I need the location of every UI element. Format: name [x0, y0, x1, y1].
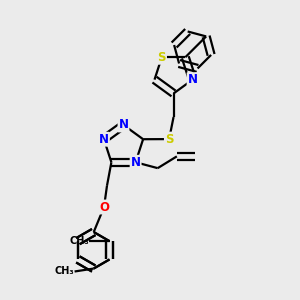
Text: O: O — [99, 200, 109, 214]
Text: N: N — [188, 73, 198, 86]
Text: N: N — [130, 156, 141, 169]
Text: N: N — [118, 118, 128, 131]
Text: CH₃: CH₃ — [55, 266, 75, 277]
Text: S: S — [165, 133, 173, 146]
Text: CH₃: CH₃ — [69, 236, 89, 246]
Text: S: S — [158, 51, 166, 64]
Text: N: N — [99, 133, 109, 146]
